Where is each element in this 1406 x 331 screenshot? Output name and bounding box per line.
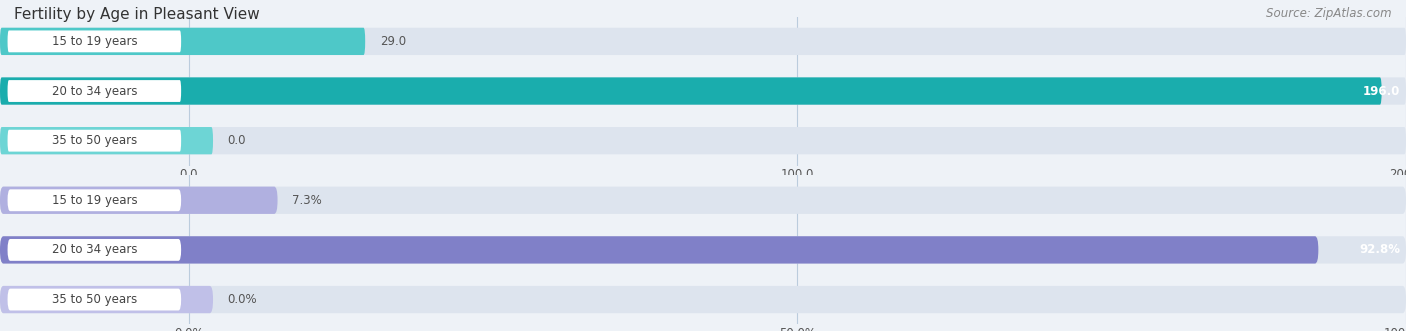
Text: 35 to 50 years: 35 to 50 years xyxy=(52,134,136,147)
FancyBboxPatch shape xyxy=(0,236,1319,263)
Text: 0.0: 0.0 xyxy=(228,134,246,147)
FancyBboxPatch shape xyxy=(0,236,1406,263)
FancyBboxPatch shape xyxy=(7,80,181,102)
FancyBboxPatch shape xyxy=(0,28,1406,55)
FancyBboxPatch shape xyxy=(7,239,181,261)
Text: 35 to 50 years: 35 to 50 years xyxy=(52,293,136,306)
FancyBboxPatch shape xyxy=(0,77,1382,105)
Text: 20 to 34 years: 20 to 34 years xyxy=(52,243,138,257)
Text: 92.8%: 92.8% xyxy=(1360,243,1400,257)
FancyBboxPatch shape xyxy=(7,189,181,211)
FancyBboxPatch shape xyxy=(0,187,277,214)
Text: 29.0: 29.0 xyxy=(380,35,406,48)
FancyBboxPatch shape xyxy=(0,127,214,154)
FancyBboxPatch shape xyxy=(7,130,181,152)
Text: 196.0: 196.0 xyxy=(1362,84,1400,98)
Text: 15 to 19 years: 15 to 19 years xyxy=(52,35,138,48)
Text: Fertility by Age in Pleasant View: Fertility by Age in Pleasant View xyxy=(14,7,260,22)
Text: Source: ZipAtlas.com: Source: ZipAtlas.com xyxy=(1267,7,1392,20)
FancyBboxPatch shape xyxy=(0,77,1406,105)
FancyBboxPatch shape xyxy=(7,289,181,310)
FancyBboxPatch shape xyxy=(0,187,1406,214)
FancyBboxPatch shape xyxy=(0,286,214,313)
Text: 15 to 19 years: 15 to 19 years xyxy=(52,194,138,207)
FancyBboxPatch shape xyxy=(0,286,1406,313)
FancyBboxPatch shape xyxy=(0,28,366,55)
Text: 0.0%: 0.0% xyxy=(228,293,257,306)
Text: 20 to 34 years: 20 to 34 years xyxy=(52,84,138,98)
FancyBboxPatch shape xyxy=(7,30,181,52)
Text: 7.3%: 7.3% xyxy=(292,194,322,207)
FancyBboxPatch shape xyxy=(0,127,1406,154)
